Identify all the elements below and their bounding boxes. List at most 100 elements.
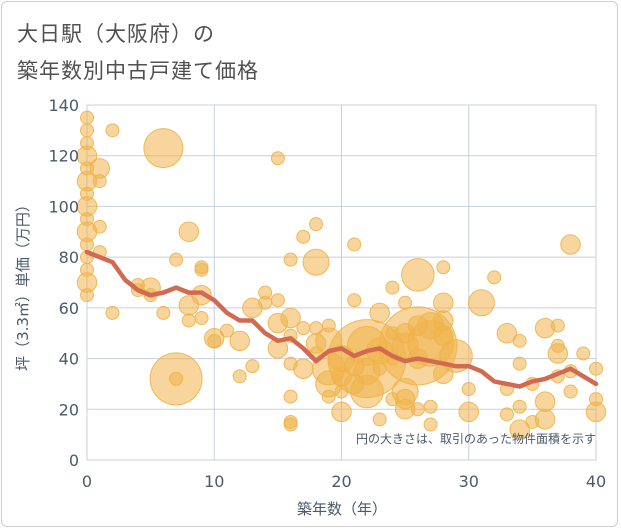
data-bubble [436,260,451,275]
data-bubble [169,371,184,386]
data-bubble [321,318,336,333]
data-bubble [80,262,94,277]
data-bubble [270,293,285,308]
data-bubble [534,391,556,412]
data-bubble [270,151,285,166]
data-bubble [369,302,390,324]
trend-line [84,249,599,389]
data-bubble [169,252,184,267]
data-bubble [181,313,196,328]
data-bubble [331,401,352,423]
data-bubble [283,252,298,267]
data-bubble [245,359,260,374]
data-bubble [80,161,94,176]
data-bubble [550,318,565,333]
x-tick-label: 0 [82,472,92,491]
data-bubble [496,322,518,344]
chart-title-line1: 大日駅（大阪府）の [17,22,215,46]
data-bubble [80,288,94,303]
data-bubble [283,389,298,404]
y-tick-label: 40 [59,350,79,369]
data-bubble [372,412,387,427]
y-tick-label: 20 [59,400,79,419]
data-bubble [458,401,479,423]
data-bubble [467,289,495,317]
x-tick-label: 30 [459,472,479,491]
data-bubble [560,234,581,255]
data-bubble [229,330,250,352]
data-bubble [309,217,324,232]
data-bubble [258,295,273,310]
x-tick-label: 20 [331,472,351,491]
y-tick-label: 80 [59,248,79,267]
y-tick-label: 60 [59,299,79,318]
data-bubble [589,392,603,407]
data-bubble [589,361,603,376]
data-bubble [487,270,502,285]
data-bubble [321,389,336,404]
data-bubble [80,186,94,201]
data-bubble [178,221,200,243]
data-bubble [80,136,94,151]
data-bubble [410,402,425,417]
data-bubble [296,229,311,244]
data-bubble [398,295,413,310]
data-bubble [80,212,94,227]
y-tick-label: 0 [69,451,79,470]
data-bubble [343,355,365,377]
data-bubble [512,333,527,348]
data-bubble [283,417,298,432]
data-bubble [207,333,222,348]
bubble-series [76,110,607,440]
axis-ticks: 0 20 40 60 80 100 120 140 0 10 20 30 40 [48,96,606,491]
x-tick-label: 40 [586,472,606,491]
data-bubble [343,373,365,395]
data-bubble [92,174,107,189]
data-bubble [550,338,565,353]
data-bubble [105,305,120,320]
data-bubble [423,417,438,432]
y-axis-label: 坪（3.3㎡）単価（万円） [14,197,32,371]
trend-line-group [84,249,599,389]
data-bubble [92,219,107,234]
data-bubble [194,262,209,277]
data-bubble [563,384,578,399]
data-bubble [401,258,435,292]
data-bubble [576,346,591,361]
bubble-size-note: 円の大きさは、取引のあった物件面積を示す [356,431,596,446]
data-bubble [80,110,94,125]
data-bubble [433,325,454,346]
data-bubble [525,414,540,429]
data-bubble [347,293,362,308]
data-bubble [334,384,349,399]
data-bubble [385,326,400,341]
data-bubble [105,123,120,138]
data-bubble [509,419,530,440]
y-tick-label: 120 [48,147,79,166]
data-bubble [280,307,301,329]
data-bubble [296,321,311,336]
data-bubble [499,407,514,422]
data-bubble [407,315,429,336]
x-axis-label: 築年数（年） [297,500,387,518]
data-bubble [423,399,438,414]
data-bubble [512,399,527,414]
x-tick-label: 10 [204,472,224,491]
data-bubble [385,280,400,295]
chart-title-line2: 築年数別中古戸建て価格 [17,59,259,83]
data-bubble [219,323,234,338]
data-bubble [385,392,400,407]
data-bubble [372,361,387,376]
data-bubble [80,123,94,138]
data-bubble [347,237,362,252]
data-bubble [433,292,454,314]
data-bubble [80,237,94,252]
data-bubble [283,356,298,371]
data-bubble [143,128,184,169]
data-bubble [461,382,476,396]
data-bubble [232,369,247,384]
y-tick-label: 100 [48,197,79,216]
y-tick-label: 140 [48,96,79,115]
data-bubble [512,356,527,371]
